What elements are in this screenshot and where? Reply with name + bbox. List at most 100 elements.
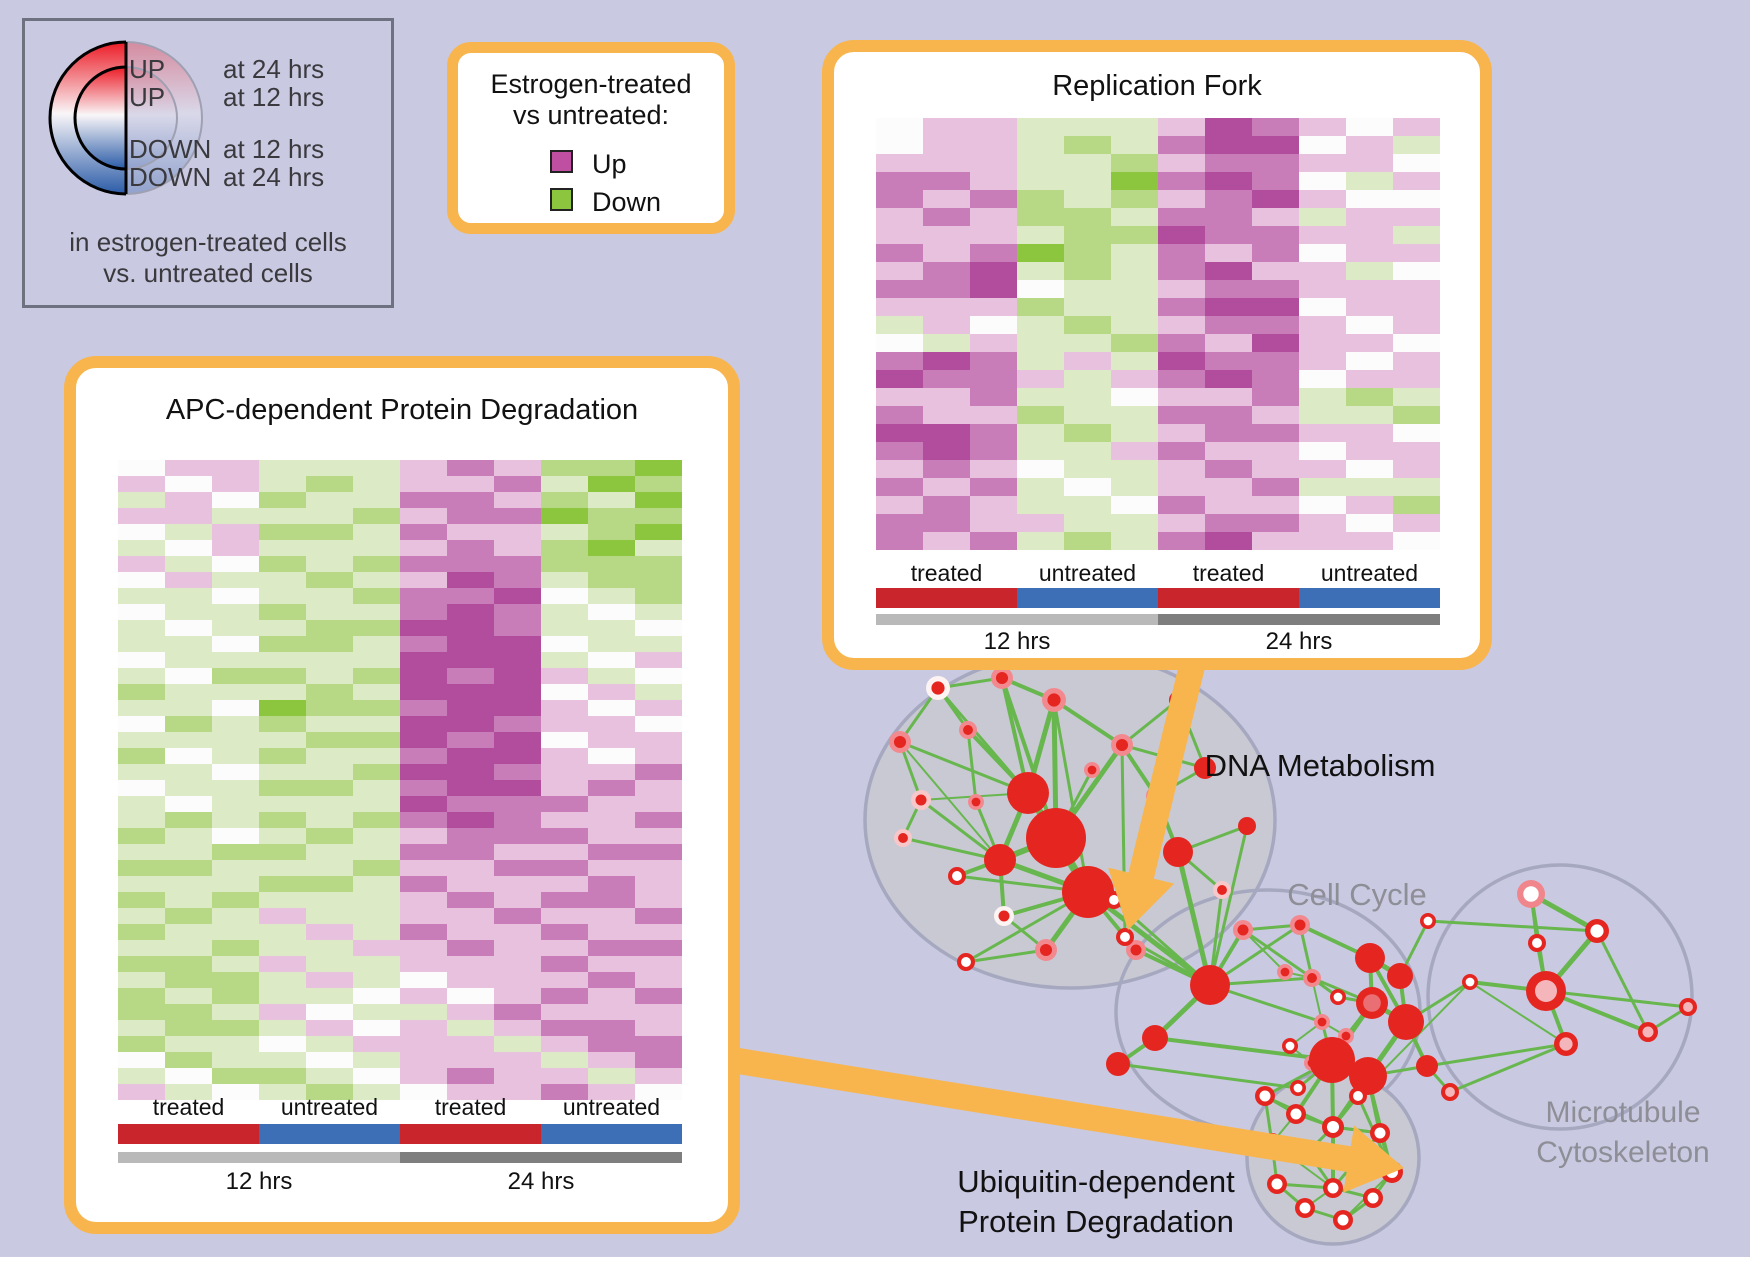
heatmap-cell <box>970 244 1017 262</box>
heatmap-cell <box>1299 478 1346 496</box>
heatmap-cell <box>635 636 682 652</box>
heatmap-cell <box>541 876 588 892</box>
heatmap-cell <box>306 716 353 732</box>
heatmap-cell <box>306 492 353 508</box>
heatmap-cell <box>118 524 165 540</box>
heatmap-cell <box>118 716 165 732</box>
heatmap-cell <box>541 988 588 1004</box>
heatmap-cell <box>1393 262 1440 280</box>
heatmap-cell <box>1346 280 1393 298</box>
ring-row-down-12: DOWN at 12 hrs <box>129 134 324 165</box>
heatmap-cell <box>541 764 588 780</box>
heatmap-cell <box>259 1084 306 1100</box>
heatmap-cell <box>1111 352 1158 370</box>
heatmap-cell <box>588 828 635 844</box>
heatmap-cell <box>212 892 259 908</box>
network-edge <box>1087 890 1115 902</box>
heatmap-cell <box>212 860 259 876</box>
network-edge <box>1003 890 1089 918</box>
heatmap-cell <box>1393 352 1440 370</box>
heatmap-cell <box>541 636 588 652</box>
network-edge <box>1304 1187 1334 1209</box>
heatmap-cell <box>212 1068 259 1084</box>
network-edge <box>1295 1112 1334 1129</box>
network-node <box>889 731 911 753</box>
network-edge <box>1332 1125 1381 1135</box>
heatmap-cell <box>306 1052 353 1068</box>
network-node <box>1163 837 1193 867</box>
network-node-core <box>1317 1017 1327 1027</box>
heatmap-cell <box>1299 136 1346 154</box>
heatmap-cell <box>212 764 259 780</box>
network-node-core <box>952 871 962 881</box>
network-node <box>1106 1052 1130 1076</box>
network-edge <box>899 741 1001 861</box>
heatmap-cell <box>212 972 259 988</box>
heatmap-cell <box>1205 478 1252 496</box>
estrogen-color-legend: Estrogen-treated vs untreated: Up Down <box>447 42 735 234</box>
heatmap-cell <box>118 764 165 780</box>
network-node-core <box>931 681 945 695</box>
heatmap-cell <box>118 956 165 972</box>
network-node <box>1349 1057 1387 1095</box>
heatmap-cell <box>635 604 682 620</box>
network-edge <box>1043 890 1091 952</box>
heatmap-cell <box>1393 478 1440 496</box>
heatmap-cell <box>1393 388 1440 406</box>
heatmap-cell <box>1111 370 1158 388</box>
heatmap-cell <box>541 476 588 492</box>
heatmap-cell <box>447 508 494 524</box>
heatmap-cell <box>447 764 494 780</box>
heatmap-cell <box>447 684 494 700</box>
heatmap-cell <box>165 1068 212 1084</box>
panel-to-cluster-arrow <box>729 1047 1365 1175</box>
heatmap-cell <box>588 460 635 476</box>
network-edge <box>1271 1142 1334 1189</box>
heatmap-cell <box>1346 406 1393 424</box>
heatmap-cell <box>635 892 682 908</box>
cluster-circle-ubiquitin-dependent-protein-degradation <box>1245 1070 1421 1246</box>
heatmap-cell <box>876 172 923 190</box>
heatmap-cell <box>118 812 165 828</box>
heatmap-cell <box>635 700 682 716</box>
heatmap-cell <box>588 1052 635 1068</box>
heatmap-cell <box>1111 208 1158 226</box>
network-edge <box>1113 898 1211 987</box>
network-node <box>1388 1004 1424 1040</box>
heatmap-cell <box>1299 244 1346 262</box>
heatmap-cell <box>1158 514 1205 532</box>
heatmap-cell <box>259 860 306 876</box>
network-node <box>1126 940 1146 960</box>
heatmap-cell <box>1158 532 1205 550</box>
network-edge <box>1544 929 1599 993</box>
network-edge <box>1264 1058 1333 1098</box>
heatmap-cell <box>212 956 259 972</box>
heatmap-cell <box>1346 118 1393 136</box>
heatmap-cell <box>400 748 447 764</box>
heatmap-cell <box>923 298 970 316</box>
heatmap-cell <box>876 352 923 370</box>
heatmap-cell <box>353 876 400 892</box>
condition-bar <box>118 1124 259 1144</box>
heatmap-cell <box>1346 514 1393 532</box>
heatmap-cell <box>923 280 970 298</box>
heatmap-cell <box>1393 280 1440 298</box>
heatmap-cell <box>306 972 353 988</box>
heatmap-cell <box>259 524 306 540</box>
heatmap-cell <box>353 844 400 860</box>
network-node <box>1303 969 1321 987</box>
heatmap-cell <box>588 668 635 684</box>
rep-time-labels: 12 hrs 24 hrs <box>876 628 1440 656</box>
heatmap-cell <box>259 716 306 732</box>
heatmap-cell <box>1017 334 1064 352</box>
heatmap-cell <box>1205 262 1252 280</box>
heatmap-cell <box>447 1020 494 1036</box>
heatmap-cell <box>306 828 353 844</box>
network-edge <box>1242 928 1313 980</box>
heatmap-cell <box>165 668 212 684</box>
heatmap-cell <box>588 540 635 556</box>
heatmap-cell <box>259 572 306 588</box>
network-node-core <box>1683 1002 1693 1012</box>
heatmap-cell <box>970 370 1017 388</box>
heatmap-cell <box>541 556 588 572</box>
